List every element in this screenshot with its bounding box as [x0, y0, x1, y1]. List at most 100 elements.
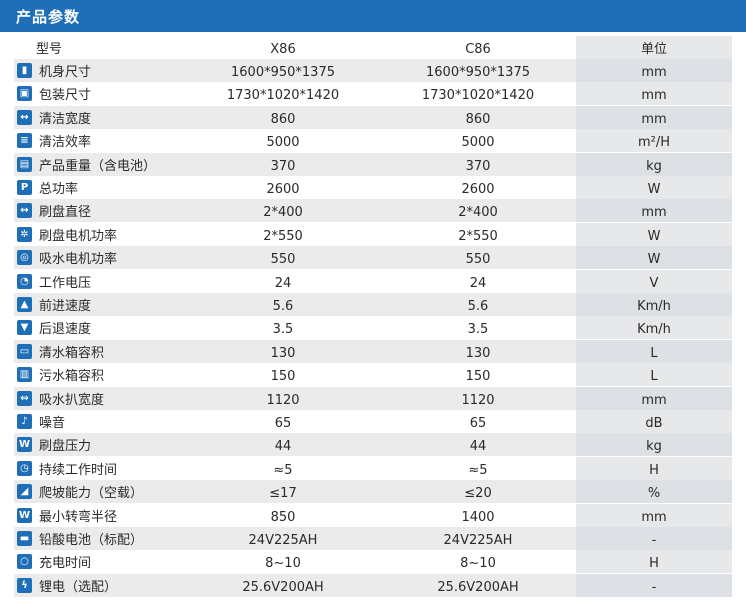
table-row: ≡ 清洁效率 5000 5000 m²/H: [14, 129, 732, 152]
package-icon: ▣: [17, 86, 32, 101]
table-row: ◎ 吸水电机功率 550 550 W: [14, 246, 732, 269]
spec-name: 刷盘电机功率: [39, 229, 118, 244]
spec-c86-value: 1730*1020*1420: [421, 88, 535, 103]
charging-time-icon: ○: [17, 554, 32, 569]
spec-x86-value: 2600: [266, 182, 300, 197]
table-row: ▣ 包装尺寸 1730*1020*1420 1730*1020*1420 mm: [14, 82, 732, 105]
spec-unit: H: [576, 550, 732, 573]
reverse-speed-icon: ▼: [17, 320, 32, 335]
diameter-icon: ↔: [17, 203, 32, 218]
table-row: ▬ 铅酸电池（标配） 24V225AH 24V225AH -: [14, 527, 732, 550]
spec-unit: H: [576, 457, 732, 480]
spec-unit: W: [576, 223, 732, 246]
efficiency-icon: ≡: [17, 133, 32, 148]
table-row: ▤ 产品重量（含电池） 370 370 kg: [14, 153, 732, 176]
forward-speed-icon: ▲: [17, 297, 32, 312]
spec-unit: mm: [576, 199, 732, 222]
spec-c86-value: 65: [469, 416, 487, 431]
spec-x86-value: 860: [186, 106, 380, 129]
spec-c86-value: 2*550: [458, 229, 498, 244]
spec-c86-value: 2600: [461, 182, 495, 197]
spec-x86-value: ≈5: [273, 463, 293, 478]
spec-c86-value: 3.5: [467, 322, 489, 337]
spec-x86-value: 44: [186, 433, 380, 456]
spec-name: 包装尺寸: [39, 88, 92, 103]
spec-x86-value: 65: [274, 416, 292, 431]
spec-c86-value: ≤20: [380, 480, 576, 503]
spec-unit: mm: [576, 59, 732, 82]
spec-unit: mm: [576, 504, 732, 527]
spec-x86-value: 24: [274, 276, 292, 291]
spec-c86-value: 550: [380, 246, 576, 269]
spec-unit: kg: [576, 153, 732, 176]
spec-unit: -: [576, 527, 732, 550]
table-row: ○ 充电时间 8~10 8~10 H: [14, 550, 732, 573]
spec-name: 清洁宽度: [39, 112, 92, 127]
clean-tank-icon: ▭: [17, 344, 32, 359]
table-row: ▲ 前进速度 5.6 5.6 Km/h: [14, 293, 732, 316]
table-row: ⇔ 吸水扒宽度 1120 1120 mm: [14, 387, 732, 410]
spec-unit: mm: [576, 82, 732, 105]
spec-unit: L: [576, 363, 732, 386]
spec-name: 充电时间: [39, 556, 92, 571]
spec-x86-value: 3.5: [272, 322, 294, 337]
table-row: ◔ 工作电压 24 24 V: [14, 270, 732, 293]
spec-name: 后退速度: [39, 322, 92, 337]
spec-c86-value: 24V225AH: [380, 527, 576, 550]
spec-unit: %: [576, 480, 732, 503]
spec-name: 刷盘压力: [39, 439, 92, 454]
spec-name: 锂电（选配）: [39, 580, 118, 595]
spec-x86-value: 25.6V200AH: [186, 574, 380, 597]
noise-icon: ♪: [17, 414, 32, 429]
spec-name: 前进速度: [39, 299, 92, 314]
table-row: ▭ 清水箱容积 130 130 L: [14, 340, 732, 363]
spec-c86-value: 150: [465, 369, 491, 384]
spec-unit: L: [576, 340, 732, 363]
spec-name: 产品重量（含电池）: [39, 159, 157, 174]
spec-unit: Km/h: [576, 316, 732, 339]
width-icon: ↔: [17, 110, 32, 125]
spec-name: 污水箱容积: [39, 369, 105, 384]
spec-c86-value: 370: [380, 153, 576, 176]
spec-x86-value: 2*550: [263, 229, 303, 244]
spec-x86-value: 150: [270, 369, 296, 384]
header-model: 型号: [36, 42, 63, 57]
section-title: 产品参数: [16, 8, 81, 26]
table-row: ↔ 清洁宽度 860 860 mm: [14, 106, 732, 129]
spec-unit: mm: [576, 387, 732, 410]
section-header: 产品参数: [0, 0, 746, 32]
spec-c86-value: 25.6V200AH: [380, 574, 576, 597]
spec-name: 持续工作时间: [39, 463, 118, 478]
spec-x86-value: 1120: [186, 387, 380, 410]
table-row: ↔ 刷盘直径 2*400 2*400 mm: [14, 199, 732, 222]
spec-name: 总功率: [39, 182, 79, 197]
spec-c86-value: 1400: [461, 510, 495, 525]
spec-name: 机身尺寸: [39, 65, 92, 80]
spec-name: 刷盘直径: [39, 205, 92, 220]
spec-name: 爬坡能力（空载）: [39, 486, 144, 501]
spec-name: 清水箱容积: [39, 346, 105, 361]
table-header-row: 型号 X86 C86 单位: [14, 36, 732, 59]
table-row: W 刷盘压力 44 44 kg: [14, 433, 732, 456]
header-c86: C86: [465, 42, 491, 57]
table-row: ◢ 爬坡能力（空载） ≤17 ≤20%: [14, 480, 732, 503]
spec-c86-value: 130: [380, 340, 576, 363]
spec-name: 最小转弯半径: [39, 510, 118, 525]
weight-icon: ▤: [17, 157, 32, 172]
spec-x86-value: 130: [186, 340, 380, 363]
dirty-tank-icon: ▥: [17, 367, 32, 382]
spec-unit: -: [576, 574, 732, 597]
spec-c86-value: 860: [380, 106, 576, 129]
table-row: ▼ 后退速度 3.5 3.5 Km/h: [14, 316, 732, 339]
spec-x86-value: 5000: [266, 135, 300, 150]
spec-unit: W: [576, 246, 732, 269]
spec-c86-value: 2*400: [380, 199, 576, 222]
spec-x86-value: 5.6: [186, 293, 380, 316]
turning-radius-icon: W: [17, 508, 32, 523]
lithium-icon: ϟ: [17, 578, 32, 593]
spec-c86-value: 8~10: [460, 556, 496, 571]
suction-motor-icon: ◎: [17, 250, 32, 265]
table-row: ✲ 刷盘电机功率 2*550 2*550 W: [14, 223, 732, 246]
battery-icon: ▬: [17, 531, 32, 546]
spec-name: 吸水扒宽度: [39, 393, 105, 408]
